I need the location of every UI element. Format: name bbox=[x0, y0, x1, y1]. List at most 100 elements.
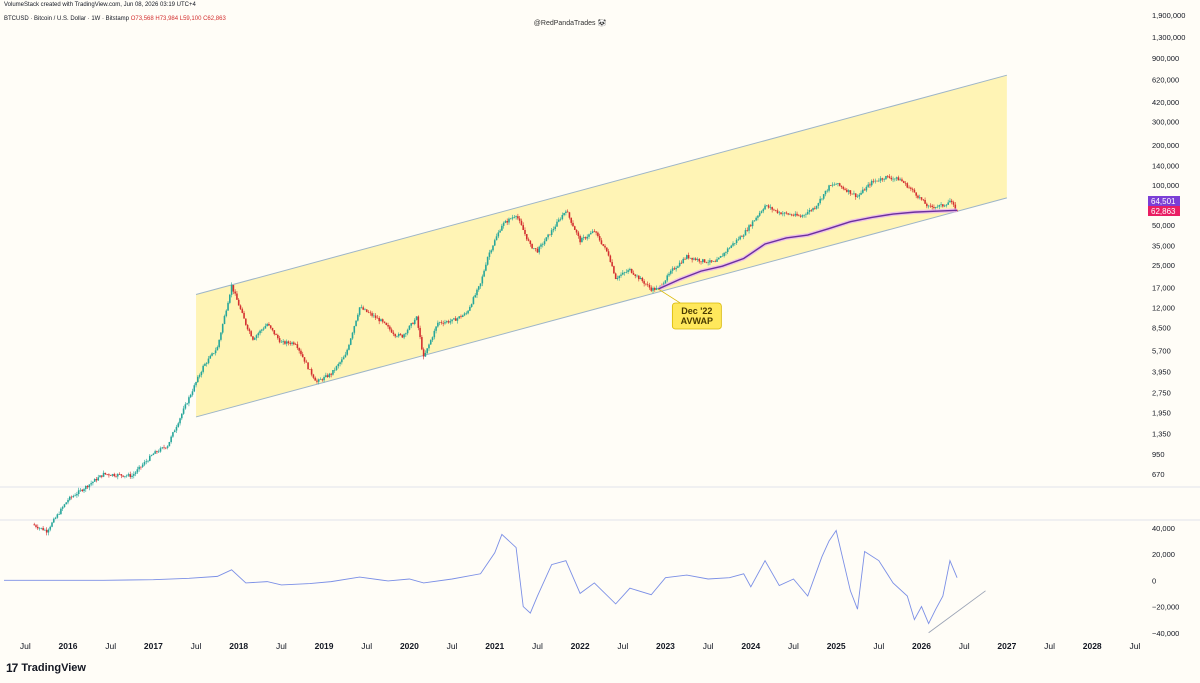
candle bbox=[316, 378, 318, 384]
candle bbox=[922, 198, 925, 202]
candle bbox=[156, 450, 158, 455]
candle bbox=[502, 221, 505, 229]
candle-body bbox=[917, 195, 919, 198]
candle bbox=[874, 178, 877, 184]
candle-body bbox=[846, 189, 848, 192]
candle-body bbox=[408, 325, 411, 330]
candle bbox=[597, 231, 599, 238]
candle bbox=[383, 321, 386, 324]
candle-body bbox=[591, 231, 594, 233]
candle bbox=[545, 237, 548, 242]
candle bbox=[742, 234, 745, 240]
symbol-legend[interactable]: BTCUSD · Bitcoin / U.S. Dollar · 1W · Bi… bbox=[4, 16, 226, 22]
candle-body bbox=[52, 518, 55, 523]
candle bbox=[846, 187, 848, 193]
candle-body bbox=[397, 333, 400, 337]
candle bbox=[285, 339, 288, 347]
time-axis-label: Jul bbox=[447, 641, 458, 651]
candle bbox=[389, 325, 391, 332]
candle bbox=[390, 327, 393, 334]
candle bbox=[870, 179, 873, 187]
candle-body bbox=[234, 291, 236, 294]
candle-body bbox=[273, 330, 276, 335]
candle bbox=[495, 233, 498, 241]
candle bbox=[460, 314, 462, 319]
candle bbox=[613, 265, 615, 274]
candle-body bbox=[814, 208, 816, 209]
candle bbox=[917, 194, 919, 200]
candle bbox=[193, 383, 196, 393]
candle bbox=[568, 211, 571, 220]
candle-body bbox=[753, 220, 756, 222]
candle bbox=[433, 328, 436, 340]
tradingview-logo[interactable]: 17 TradingView bbox=[6, 661, 86, 675]
candle-body bbox=[229, 294, 231, 303]
candle-body bbox=[396, 336, 398, 337]
candle bbox=[33, 522, 36, 526]
candle-body bbox=[910, 187, 912, 189]
candle bbox=[703, 259, 706, 263]
candle bbox=[609, 254, 612, 263]
candle bbox=[131, 473, 133, 479]
candle-body bbox=[883, 179, 885, 180]
candle bbox=[303, 357, 306, 364]
candle-body bbox=[453, 318, 455, 320]
candle bbox=[942, 204, 944, 208]
candle-body bbox=[698, 259, 701, 262]
candle-body bbox=[309, 369, 311, 370]
candle-body bbox=[904, 182, 907, 184]
candle-body bbox=[241, 309, 244, 313]
candle-body bbox=[684, 258, 686, 260]
candle bbox=[45, 527, 48, 536]
candle bbox=[499, 228, 501, 233]
candle-body bbox=[645, 283, 647, 285]
candle bbox=[557, 217, 560, 223]
candle bbox=[120, 474, 123, 479]
candle-body bbox=[406, 329, 409, 334]
candle bbox=[140, 466, 142, 470]
candle bbox=[186, 402, 188, 405]
candle-body bbox=[113, 474, 116, 477]
candle-body bbox=[776, 210, 779, 213]
candle-body bbox=[796, 213, 798, 216]
candle bbox=[719, 255, 722, 258]
candle bbox=[321, 378, 324, 382]
candle bbox=[854, 193, 857, 200]
candle-body bbox=[734, 243, 736, 244]
candle-body bbox=[230, 285, 233, 295]
candle bbox=[885, 175, 887, 181]
candle bbox=[572, 220, 574, 227]
candle bbox=[371, 311, 373, 318]
chart-credit: VolumeStack created with TradingView.com… bbox=[4, 2, 196, 8]
candle-body bbox=[534, 248, 537, 249]
candle bbox=[869, 182, 871, 188]
candle-body bbox=[913, 189, 916, 193]
candle-body bbox=[589, 232, 592, 235]
candle bbox=[465, 311, 468, 316]
candle bbox=[141, 462, 144, 468]
candle-body bbox=[707, 262, 709, 264]
candle bbox=[867, 182, 869, 189]
candle-body bbox=[906, 183, 909, 188]
candle bbox=[691, 257, 693, 263]
candle-body bbox=[495, 236, 498, 241]
candle-body bbox=[726, 248, 729, 252]
candle-body bbox=[520, 220, 523, 226]
candle bbox=[655, 285, 658, 291]
candle bbox=[81, 488, 84, 493]
candle-body bbox=[741, 236, 743, 238]
candle-body bbox=[364, 309, 366, 310]
candle bbox=[348, 343, 350, 351]
candle bbox=[732, 241, 734, 247]
candle-body bbox=[287, 341, 290, 344]
candle bbox=[364, 307, 366, 311]
candle-body bbox=[511, 217, 514, 219]
candle-body bbox=[65, 502, 68, 505]
candle bbox=[367, 310, 370, 314]
candle-body bbox=[182, 408, 185, 414]
candle-body bbox=[860, 192, 862, 195]
candle-body bbox=[549, 234, 551, 236]
candle bbox=[776, 208, 779, 214]
candle bbox=[42, 526, 44, 531]
